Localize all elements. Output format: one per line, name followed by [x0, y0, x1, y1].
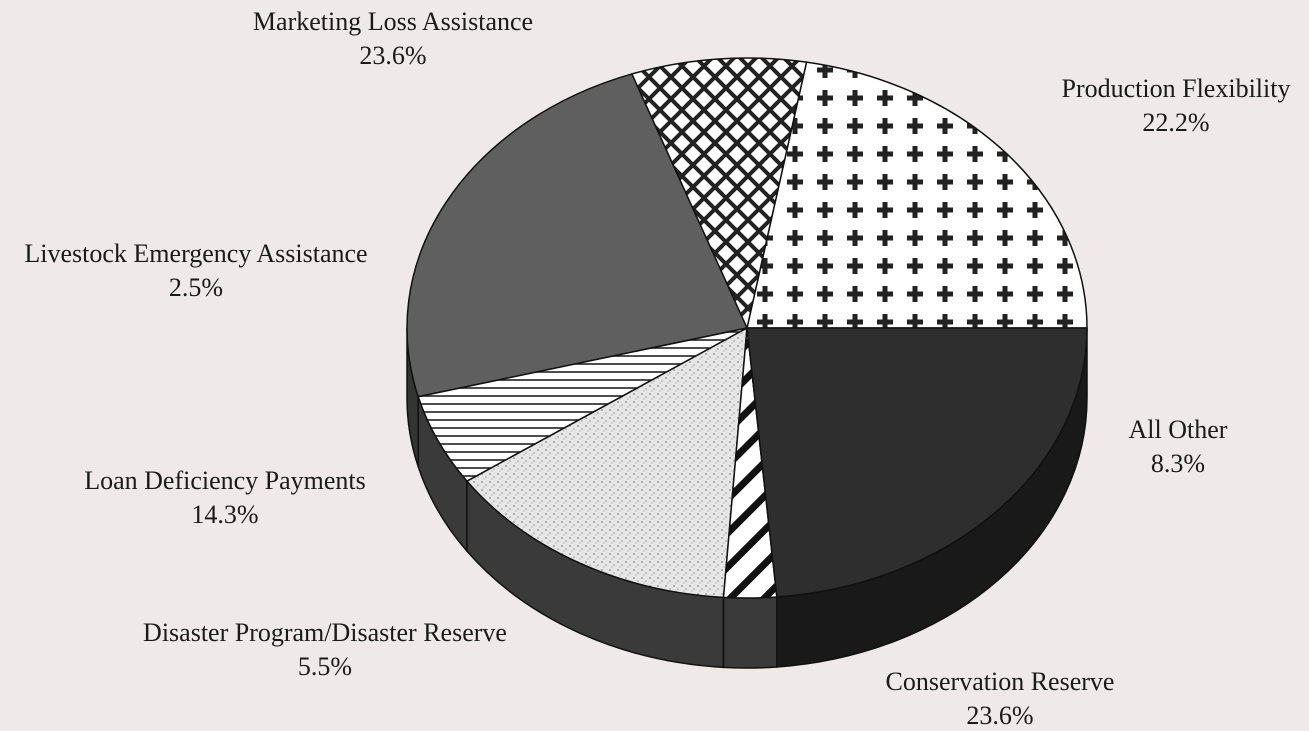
label-value-marketing-loss-assistance: 23.6%: [359, 41, 426, 70]
label-name-loan-deficiency-payments: Loan Deficiency Payments: [84, 466, 366, 495]
label-value-livestock-emergency-assistance: 2.5%: [169, 273, 223, 302]
label-value-loan-deficiency-payments: 14.3%: [191, 500, 258, 529]
label-name-livestock-emergency-assistance: Livestock Emergency Assistance: [24, 239, 367, 268]
label-value-all-other: 8.3%: [1151, 449, 1205, 478]
label-name-production-flexibility: Production Flexibility: [1062, 74, 1291, 103]
label-disaster-program-disaster-reserve: Disaster Program/Disaster Reserve 5.5%: [143, 618, 507, 681]
label-value-production-flexibility: 22.2%: [1142, 108, 1209, 137]
pie-slice-loan-deficiency-payments: [466, 327, 748, 599]
label-value-disaster-program-disaster-reserve: 5.5%: [298, 652, 352, 681]
label-loan-deficiency-payments: Loan Deficiency Payments 14.3%: [84, 466, 366, 529]
label-all-other: All Other 8.3%: [1129, 415, 1228, 478]
label-name-conservation-reserve: Conservation Reserve: [886, 667, 1115, 696]
label-production-flexibility: Production Flexibility 22.2%: [1062, 74, 1291, 137]
label-name-all-other: All Other: [1129, 415, 1228, 444]
pie-label-layer: Production Flexibility 22.2% All Other 8.3%…: [24, 7, 1290, 730]
pie-slice-all-other: [631, 57, 808, 329]
pie-slice-conservation-reserve: [406, 73, 748, 398]
pie-top-layer: [406, 57, 1088, 599]
label-marketing-loss-assistance: Marketing Loss Assistance 23.6%: [253, 7, 533, 70]
pie-slice-production-flexibility: [746, 61, 1088, 329]
label-value-conservation-reserve: 23.6%: [966, 701, 1033, 730]
label-conservation-reserve: Conservation Reserve 23.6%: [886, 667, 1115, 730]
label-livestock-emergency-assistance: Livestock Emergency Assistance 2.5%: [24, 239, 367, 302]
pie-slice-marketing-loss-assistance: [746, 327, 1088, 598]
label-name-disaster-program-disaster-reserve: Disaster Program/Disaster Reserve: [143, 618, 507, 647]
pie-side-livestock-emergency-assistance: [722, 596, 778, 669]
label-name-marketing-loss-assistance: Marketing Loss Assistance: [253, 7, 533, 36]
